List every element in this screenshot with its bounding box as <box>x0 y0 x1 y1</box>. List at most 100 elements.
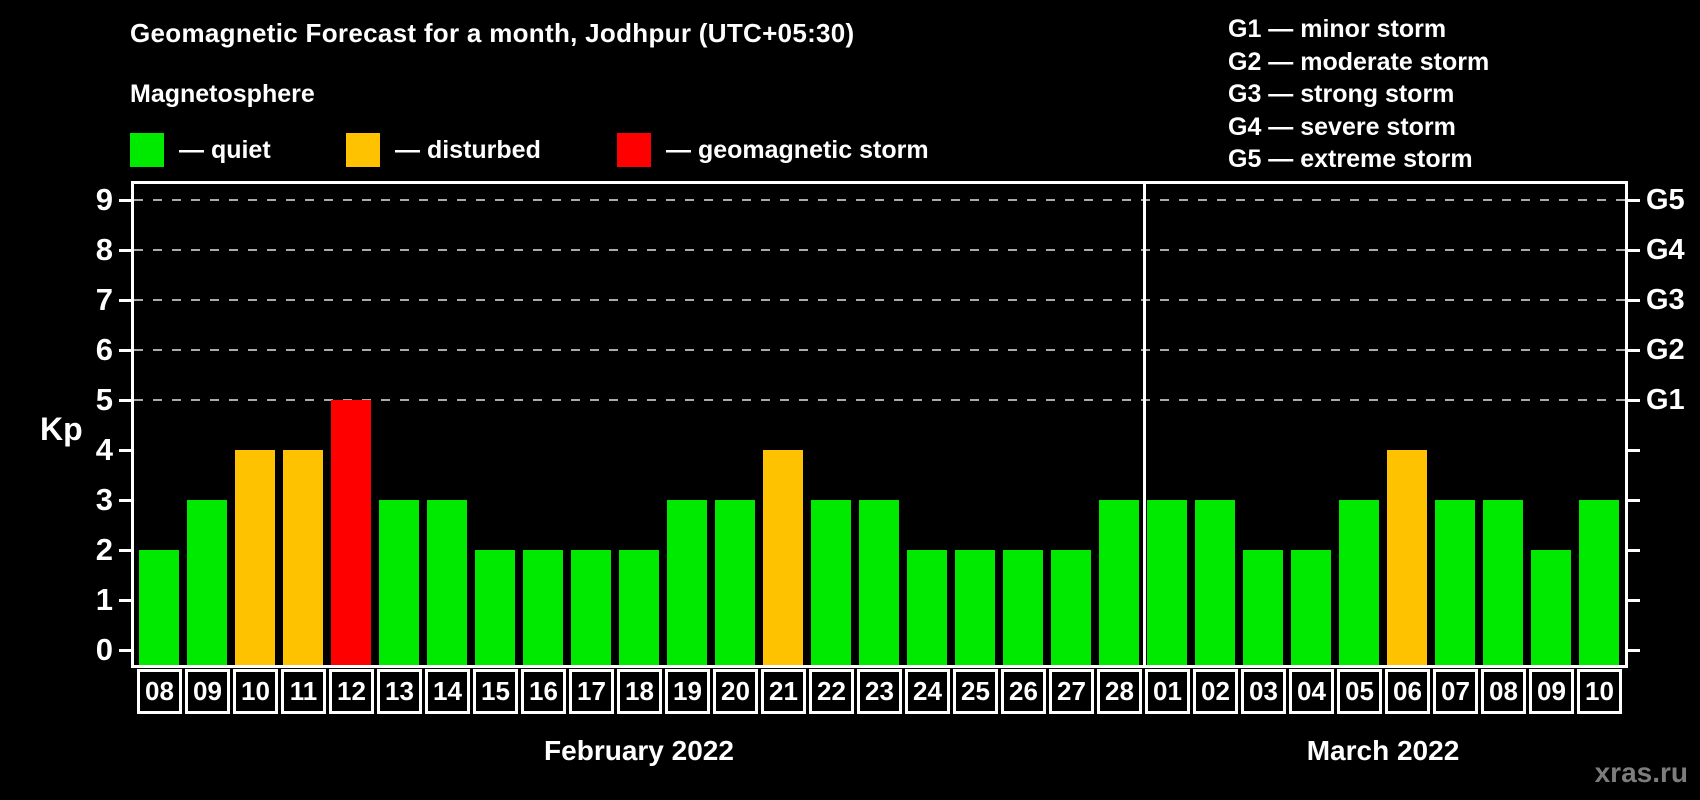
g-legend-line: G2 — moderate storm <box>1228 47 1490 76</box>
disturbed-swatch-icon <box>346 133 380 167</box>
y-axis-tick-label: 9 <box>95 182 113 217</box>
watermark: xras.ru <box>1594 757 1688 788</box>
kp-bar-day-25 <box>955 550 995 665</box>
kp-bar-day-24 <box>907 550 947 665</box>
gridline-kp-9 <box>134 199 1625 201</box>
month-label-february: February 2022 <box>544 735 734 766</box>
date-box-day-20: 20 <box>713 669 758 714</box>
date-box-day-05: 05 <box>1337 669 1382 714</box>
g-legend-line: G5 — extreme storm <box>1228 145 1473 173</box>
g-legend-line: G1 — minor storm <box>1228 15 1447 43</box>
right-axis-tick <box>1628 548 1640 552</box>
date-box-day-01: 01 <box>1145 669 1190 714</box>
kp-bar-day-10 <box>1579 500 1619 665</box>
y-axis-tick-label: 2 <box>95 532 113 567</box>
y-axis-tick-label: 3 <box>95 482 113 517</box>
kp-bar-day-05 <box>1339 500 1379 665</box>
month-divider <box>1143 184 1146 665</box>
date-box-day-27: 27 <box>1049 669 1094 714</box>
date-box-day-19: 19 <box>665 669 710 714</box>
date-box-day-04: 04 <box>1289 669 1334 714</box>
kp-bar-day-19 <box>667 500 707 665</box>
g-legend-line: G4 — severe storm <box>1228 112 1456 141</box>
kp-bar-day-27 <box>1051 550 1091 665</box>
date-box-day-14: 14 <box>425 669 470 714</box>
legend-item-disturbed: — disturbed <box>346 133 541 167</box>
kp-bar-day-08 <box>139 550 179 665</box>
kp-bar-day-08 <box>1483 500 1523 665</box>
date-box-day-16: 16 <box>521 669 566 714</box>
y-axis-tick <box>119 498 131 502</box>
kp-bar-day-28 <box>1099 500 1139 665</box>
kp-bar-day-06 <box>1387 450 1427 665</box>
right-axis-tick <box>1628 248 1640 252</box>
g-level-label-g4: G4 <box>1646 234 1685 266</box>
kp-bar-day-04 <box>1291 550 1331 665</box>
date-box-day-08: 08 <box>137 669 182 714</box>
g-level-label-g1: G1 <box>1646 384 1685 416</box>
storm-swatch-icon <box>617 133 651 167</box>
legend-item-quiet: — quiet <box>130 133 271 167</box>
month-label-march: March 2022 <box>1306 735 1460 766</box>
kp-bar-day-18 <box>619 550 659 665</box>
kp-bar-day-09 <box>187 500 227 665</box>
kp-bar-day-13 <box>379 500 419 665</box>
legend-label-storm: — geomagnetic storm <box>666 135 929 164</box>
date-box-day-10: 10 <box>1577 669 1622 714</box>
y-axis-title: Kp <box>40 411 83 447</box>
kp-bar-day-09 <box>1531 550 1571 665</box>
date-box-day-02: 02 <box>1193 669 1238 714</box>
legend-label-disturbed: — disturbed <box>395 135 541 164</box>
plot-area <box>131 181 1628 668</box>
y-axis-tick-label: 1 <box>95 582 113 617</box>
g-level-label-g2: G2 <box>1646 334 1685 366</box>
legend-label-quiet: — quiet <box>179 135 271 164</box>
kp-bar-day-21 <box>763 450 803 665</box>
y-axis-tick-label: 7 <box>95 282 113 317</box>
right-axis-tick <box>1628 598 1640 602</box>
date-box-day-17: 17 <box>569 669 614 714</box>
date-box-day-09: 09 <box>185 669 230 714</box>
date-box-day-09: 09 <box>1529 669 1574 714</box>
kp-bar-day-11 <box>283 450 323 665</box>
kp-bar-day-16 <box>523 550 563 665</box>
y-axis-tick <box>119 248 131 252</box>
kp-bar-day-17 <box>571 550 611 665</box>
date-box-day-18: 18 <box>617 669 662 714</box>
kp-bar-day-12 <box>331 400 371 665</box>
g-level-label-g5: G5 <box>1646 184 1685 216</box>
date-box-day-06: 06 <box>1385 669 1430 714</box>
y-axis-tick-label: 4 <box>95 432 113 467</box>
gridline-kp-8 <box>134 249 1625 251</box>
kp-bar-day-15 <box>475 550 515 665</box>
y-axis-tick <box>119 448 131 452</box>
quiet-swatch-icon <box>130 133 164 167</box>
kp-bar-day-23 <box>859 500 899 665</box>
right-axis-tick <box>1628 348 1640 352</box>
date-box-day-12: 12 <box>329 669 374 714</box>
kp-bar-day-22 <box>811 500 851 665</box>
y-axis-tick <box>119 548 131 552</box>
y-axis-tick <box>119 598 131 602</box>
right-axis-tick <box>1628 498 1640 502</box>
right-axis-tick <box>1628 298 1640 302</box>
gridline-kp-6 <box>134 349 1625 351</box>
kp-bar-day-02 <box>1195 500 1235 665</box>
right-axis-tick <box>1628 198 1640 202</box>
right-axis-tick <box>1628 448 1640 452</box>
g-legend-line: G3 — strong storm <box>1228 80 1455 108</box>
date-box-day-15: 15 <box>473 669 518 714</box>
date-box-day-11: 11 <box>281 669 326 714</box>
y-axis-tick <box>119 348 131 352</box>
date-box-day-13: 13 <box>377 669 422 714</box>
date-box-day-28: 28 <box>1097 669 1142 714</box>
date-box-day-24: 24 <box>905 669 950 714</box>
y-axis-tick <box>119 198 131 202</box>
kp-bar-day-03 <box>1243 550 1283 665</box>
g-level-label-g3: G3 <box>1646 284 1685 316</box>
y-axis-tick-label: 6 <box>95 332 113 367</box>
legend-item-storm: — geomagnetic storm <box>617 133 929 167</box>
y-axis-tick <box>119 648 131 652</box>
kp-bar-day-26 <box>1003 550 1043 665</box>
